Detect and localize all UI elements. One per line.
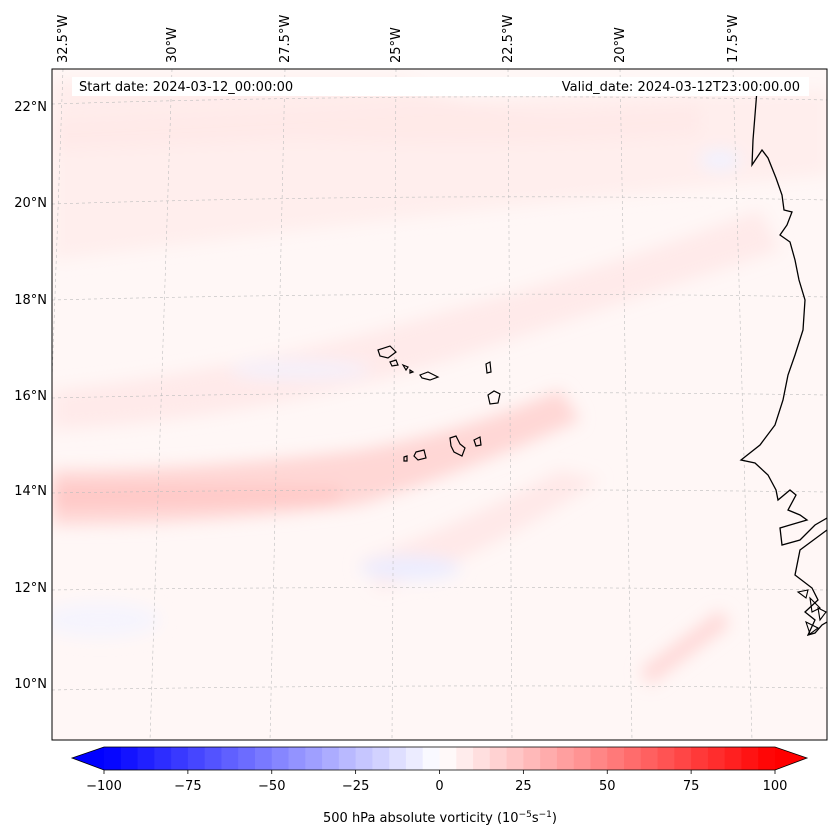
colorbar-tick-label: −75 bbox=[174, 779, 201, 794]
colorbar-extend-low bbox=[72, 747, 104, 770]
colorbar-segment bbox=[523, 747, 541, 770]
colorbar-segment bbox=[372, 747, 390, 770]
lon-label: 22.5°W bbox=[501, 15, 516, 63]
latitude-labels: 22°N 20°N 18°N 16°N 14°N 12°N 10°N bbox=[14, 100, 47, 692]
colorbar-segment bbox=[439, 747, 457, 770]
cape-verde-islands bbox=[377, 345, 501, 462]
lat-label: 14°N bbox=[14, 484, 47, 499]
colorbar-segment bbox=[657, 747, 675, 770]
colorbar-segment bbox=[741, 747, 759, 770]
negative-vorticity-blob bbox=[360, 556, 460, 580]
lon-label: 27.5°W bbox=[278, 15, 293, 63]
colorbar-segment bbox=[422, 747, 441, 770]
colorbar-segment bbox=[691, 747, 709, 770]
colorbar-tick-label: 25 bbox=[515, 779, 532, 794]
colorbar-segment bbox=[540, 747, 558, 770]
colorbar-segment bbox=[456, 747, 474, 770]
colorbar-segment bbox=[171, 747, 189, 770]
graticule bbox=[52, 69, 827, 740]
colorbar-segment bbox=[120, 747, 139, 770]
lat-label: 18°N bbox=[14, 293, 47, 308]
colorbar-tick-label: −100 bbox=[86, 779, 122, 794]
colorbar-segment bbox=[758, 747, 776, 770]
vorticity-band-upper bbox=[52, 80, 700, 150]
vorticity-band-mid bbox=[52, 210, 780, 430]
colorbar-tick-label: 75 bbox=[683, 779, 700, 794]
colorbar-segment bbox=[137, 747, 155, 770]
colorbar-segment bbox=[724, 747, 743, 770]
colorbar-segment bbox=[305, 747, 323, 770]
lon-label: 32.5°W bbox=[56, 15, 71, 63]
colorbar-segment bbox=[556, 747, 575, 770]
colorbar-segment bbox=[506, 747, 524, 770]
colorbar-segment bbox=[271, 747, 290, 770]
lat-label: 12°N bbox=[14, 581, 47, 596]
lat-label: 16°N bbox=[14, 389, 47, 404]
colorbar-segment bbox=[204, 747, 223, 770]
colorbar-label: 500 hPa absolute vorticity (10−5s−1) bbox=[323, 810, 557, 826]
colorbar-segment bbox=[154, 747, 172, 770]
start-date-label: Start date: 2024-03-12_00:00:00 bbox=[79, 80, 293, 95]
map-frame bbox=[51, 68, 828, 741]
guinea-coastline bbox=[794, 529, 827, 637]
map-panel: Start date: 2024-03-12_00:00:00 Valid_da… bbox=[51, 68, 828, 741]
colorbar-segment bbox=[238, 747, 256, 770]
colorbar-segment bbox=[338, 747, 357, 770]
colorbar-segment bbox=[640, 747, 659, 770]
colorbar-segments bbox=[104, 747, 776, 770]
colorbar-segment bbox=[473, 747, 491, 770]
lat-label: 22°N bbox=[14, 100, 47, 115]
negative-vorticity-blob-north bbox=[700, 150, 740, 170]
negative-vorticity-blob-central bbox=[230, 360, 370, 380]
bissagos-islands bbox=[796, 589, 827, 635]
info-bar bbox=[72, 77, 809, 96]
colorbar-segment bbox=[590, 747, 608, 770]
colorbar-segment bbox=[674, 747, 692, 770]
colorbar-segment bbox=[573, 747, 592, 770]
colorbar-segment bbox=[104, 747, 122, 770]
colorbar-segment bbox=[355, 747, 373, 770]
longitude-labels: 32.5°W 30°W 27.5°W 25°W 22.5°W 20°W 17.5… bbox=[56, 15, 741, 63]
colorbar-segment bbox=[707, 747, 726, 770]
colorbar-segment bbox=[254, 747, 273, 770]
vorticity-field bbox=[52, 80, 827, 685]
colorbar-segment bbox=[405, 747, 424, 770]
lon-label: 17.5°W bbox=[726, 15, 741, 63]
colorbar-tick-label: −50 bbox=[258, 779, 285, 794]
lat-label: 10°N bbox=[14, 677, 47, 692]
lon-label: 25°W bbox=[389, 27, 404, 63]
negative-vorticity-blob-west bbox=[52, 602, 160, 638]
colorbar-segment bbox=[624, 747, 642, 770]
lon-label: 20°W bbox=[613, 27, 628, 63]
colorbar-tick-label: 100 bbox=[763, 779, 788, 794]
colorbar: −100 −75 −50 −25 0 25 50 75 100 500 hPa absolute… bbox=[70, 746, 809, 826]
colorbar-segment bbox=[288, 747, 306, 770]
valid-date-label: Valid_date: 2024-03-12T23:00:00.00 bbox=[562, 80, 800, 95]
colorbar-segment bbox=[221, 747, 239, 770]
colorbar-segment bbox=[322, 747, 340, 770]
colorbar-tick-label: 50 bbox=[599, 779, 616, 794]
colorbar-tick-label: 0 bbox=[435, 779, 443, 794]
africa-coastline bbox=[739, 89, 827, 546]
lon-label: 30°W bbox=[165, 27, 180, 63]
colorbar-segment bbox=[489, 747, 508, 770]
colorbar-tick-label: −25 bbox=[342, 779, 369, 794]
colorbar-segment bbox=[187, 747, 206, 770]
colorbar-extend-high bbox=[775, 747, 807, 770]
colorbar-ticks: −100 −75 −50 −25 0 25 50 75 100 bbox=[86, 770, 787, 794]
colorbar-segment bbox=[389, 747, 407, 770]
colorbar-segment bbox=[607, 747, 625, 770]
vorticity-streak-se bbox=[640, 610, 730, 685]
lat-label: 20°N bbox=[14, 196, 47, 211]
